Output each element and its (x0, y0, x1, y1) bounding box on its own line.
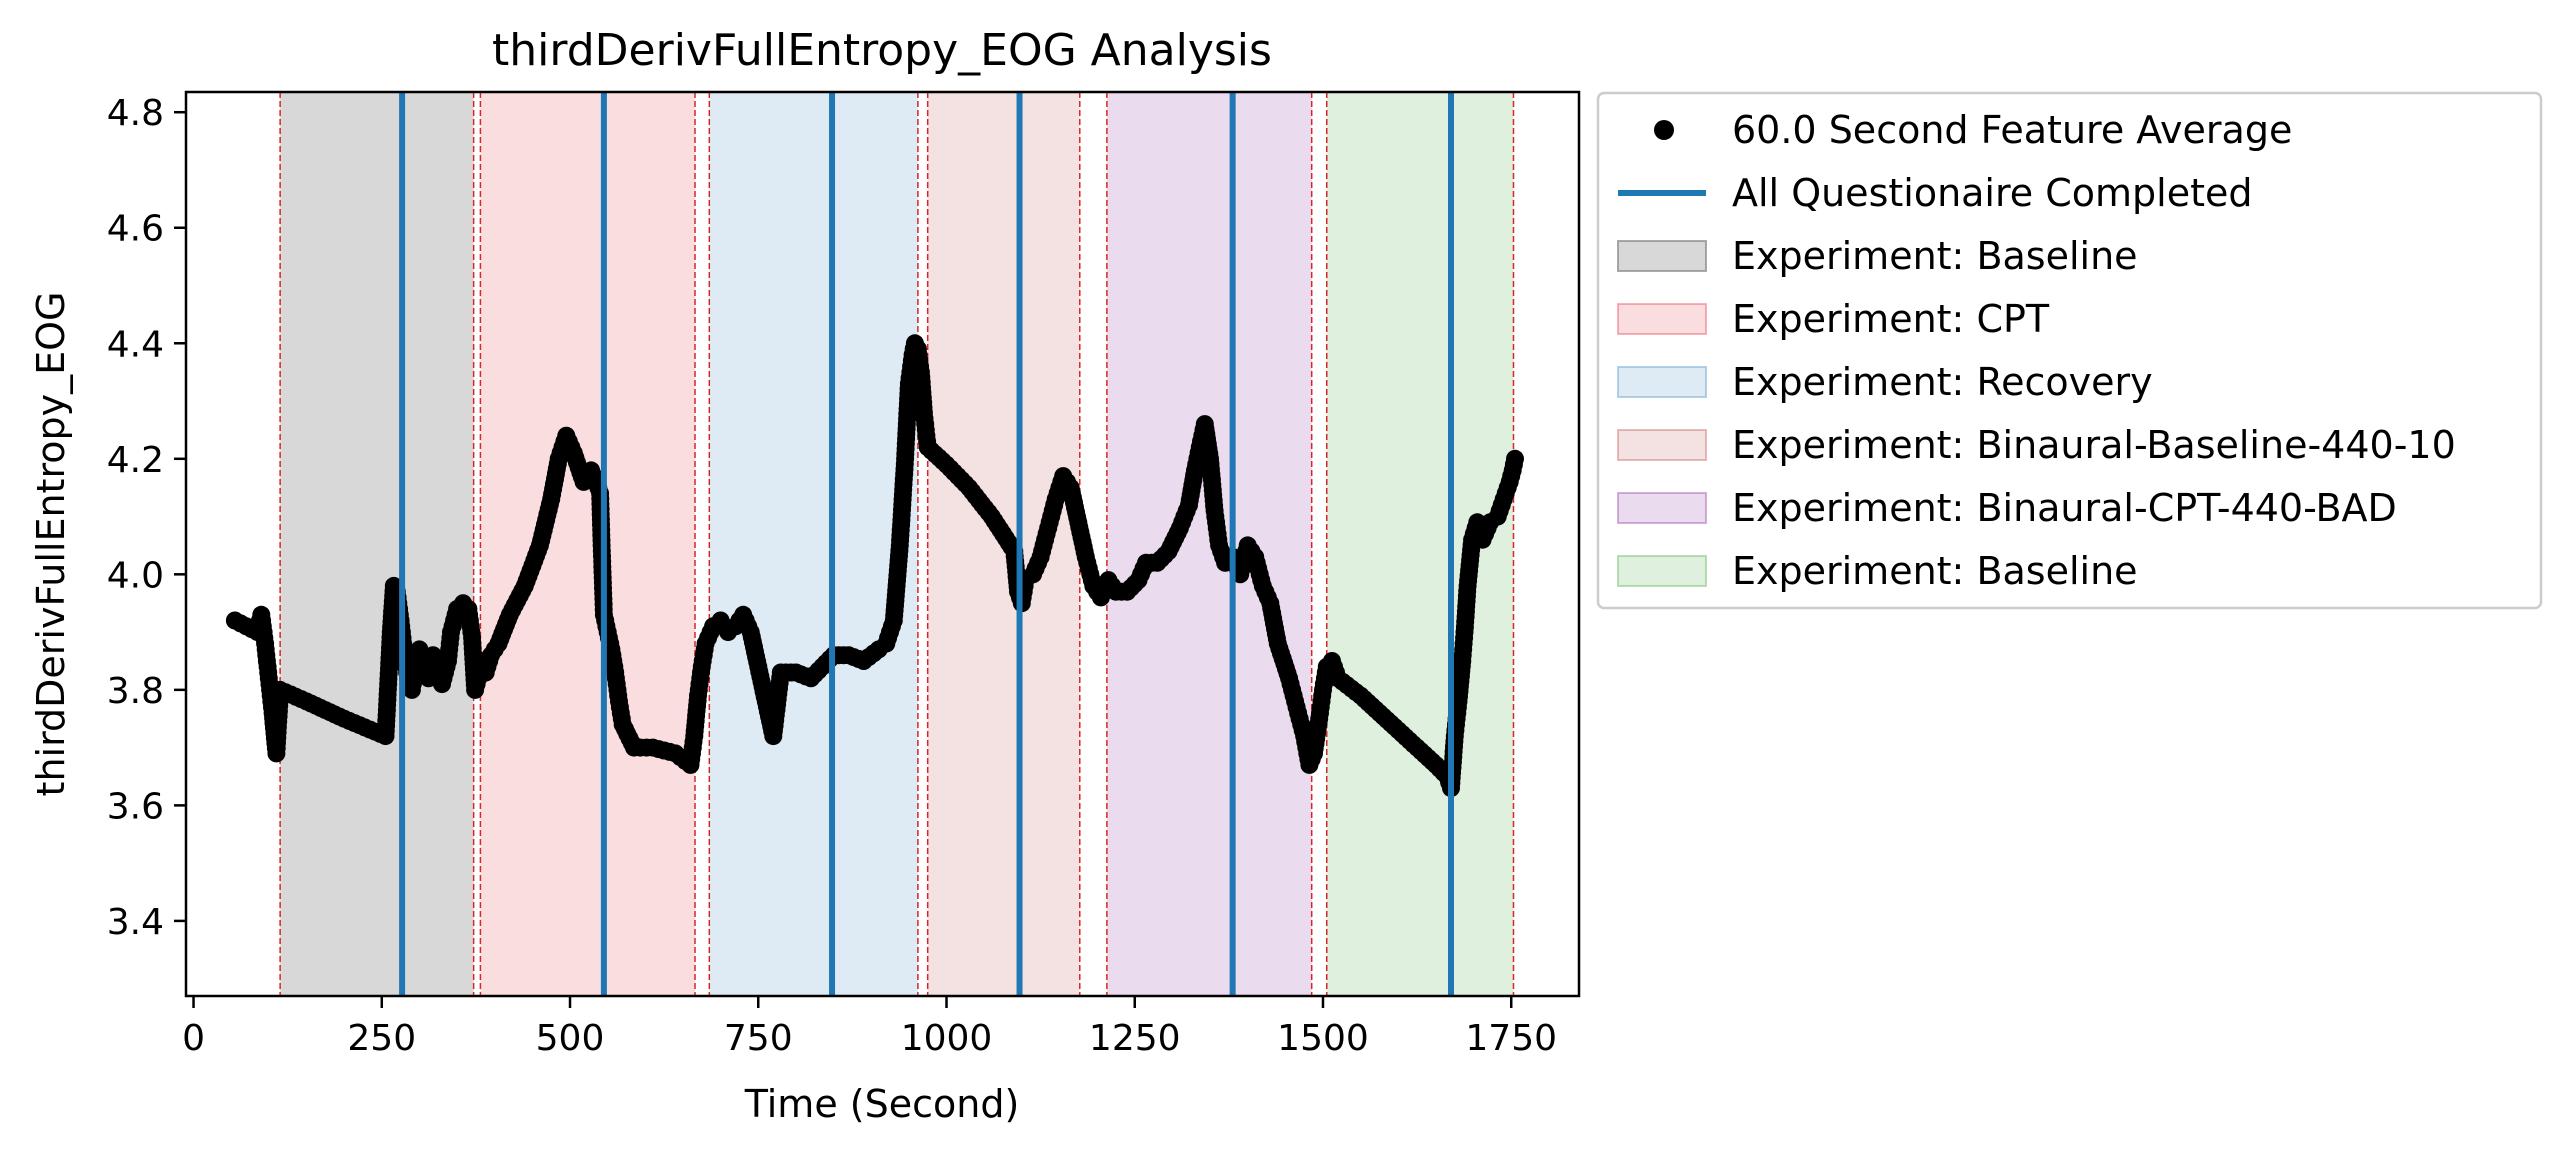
legend-label: Experiment: Baseline (1732, 549, 2138, 593)
legend-label: Experiment: Binaural-CPT-440-BAD (1732, 486, 2397, 530)
legend-label: Experiment: Binaural-Baseline-440-10 (1732, 423, 2456, 467)
x-tick-label: 1750 (1465, 1018, 1557, 1059)
data-points (225, 334, 1524, 798)
legend-patch (1617, 366, 1707, 398)
legend-label: Experiment: Baseline (1732, 234, 2138, 278)
y-tick-label: 4.4 (107, 324, 164, 365)
legend-marker (1654, 120, 1674, 140)
legend-items: 60.0 Second Feature Average All Questiona… (1617, 108, 2456, 593)
plot-frame (184, 90, 1581, 998)
x-tick-label: 500 (536, 1018, 605, 1059)
legend-label: All Questionaire Completed (1732, 171, 2253, 215)
phase-band (1106, 92, 1312, 996)
phase-band (709, 92, 918, 996)
x-axis-label: Time (Second) (744, 1082, 1020, 1126)
legend: 60.0 Second Feature Average All Questiona… (1596, 91, 2543, 610)
x-tick-label: 0 (182, 1018, 205, 1059)
legend-patch (1617, 240, 1707, 272)
y-tick-label: 3.6 (107, 786, 164, 827)
y-tick-label: 4.6 (107, 209, 164, 250)
phase-band (480, 92, 696, 996)
legend-patch (1617, 303, 1707, 335)
legend-patch (1617, 492, 1707, 524)
x-tick-label: 1250 (1089, 1018, 1181, 1059)
y-axis: 3.4 3.6 3.8 4.0 4.2 4.4 4.6 4.8 (107, 93, 186, 943)
legend-label: Experiment: CPT (1732, 297, 2050, 341)
legend-frame (1596, 91, 2543, 610)
legend-label: Experiment: Recovery (1732, 360, 2153, 404)
legend-label: 60.0 Second Feature Average (1732, 108, 2292, 152)
y-tick-label: 4.0 (107, 555, 164, 596)
chart-title: thirdDerivFullEntropy_EOG Analysis (492, 25, 1272, 76)
x-axis: 0 250 500 750 1000 1250 1500 1750 (182, 996, 1557, 1059)
phase-band (280, 92, 474, 996)
y-tick-label: 3.8 (107, 671, 164, 712)
y-tick-label: 4.8 (107, 93, 164, 134)
legend-patch (1617, 555, 1707, 587)
x-tick-label: 1500 (1277, 1018, 1369, 1059)
x-tick-label: 750 (724, 1018, 793, 1059)
legend-patch (1617, 429, 1707, 461)
y-axis-label: thirdDerivFullEntropy_EOG (29, 292, 73, 797)
y-tick-label: 3.4 (107, 902, 164, 943)
questionnaire-lines (399, 92, 1454, 996)
x-tick-label: 250 (347, 1018, 416, 1059)
y-tick-label: 4.2 (107, 440, 164, 481)
data-point (1506, 449, 1524, 468)
x-tick-label: 1000 (901, 1018, 993, 1059)
